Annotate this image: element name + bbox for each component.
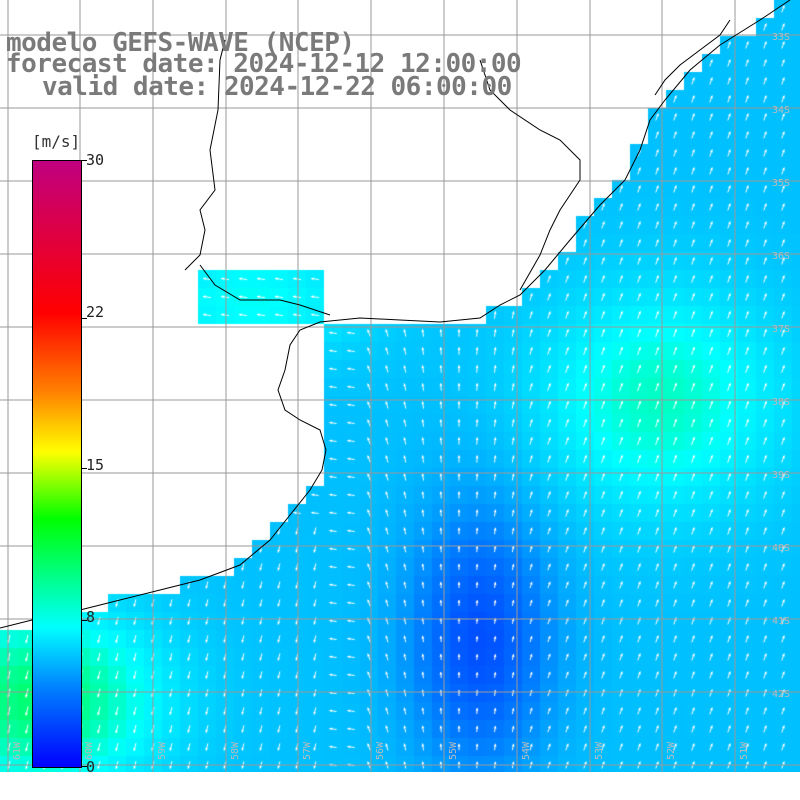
colorbar-tick-label: 8 — [86, 608, 96, 626]
latitude-label: 33S — [772, 32, 790, 43]
latitude-label: 36S — [772, 251, 790, 262]
longitude-label: 58W — [230, 741, 241, 760]
colorbar-tick — [81, 766, 87, 767]
axis-labels: 61W 60W 59W 58W 57W 56W 55W 54W 53W 52W 51W 33S 34S 3… — [12, 32, 790, 760]
colorbar — [32, 160, 82, 768]
longitude-label: 56W — [375, 741, 386, 760]
title-model: modelo GEFS-WAVE (NCEP) — [6, 28, 355, 58]
wind-speed-field — [0, 0, 800, 772]
wind-map: 61W 60W 59W 58W 57W 56W 55W 54W 53W 52W 51W 33S 34S 3… — [0, 0, 800, 772]
longitude-label: 52W — [666, 741, 677, 760]
latitude-label: 42S — [772, 689, 790, 700]
coastline — [0, 0, 791, 629]
latitude-label: 40S — [772, 543, 790, 554]
latitude-label: 35S — [772, 178, 790, 189]
latitude-label: 38S — [772, 397, 790, 408]
lat-lon-grid — [0, 0, 800, 772]
colorbar-tick-label: 15 — [86, 456, 105, 474]
colorbar-tick — [81, 620, 87, 621]
colorbar-units: [m/s] — [32, 132, 81, 151]
colorbar-tick — [81, 318, 87, 319]
longitude-label: 55W — [448, 741, 459, 760]
longitude-label: 59W — [157, 741, 168, 760]
longitude-label: 60W — [84, 741, 95, 760]
longitude-label: 57W — [302, 741, 313, 760]
colorbar-tick — [81, 160, 87, 161]
bottom-margin — [0, 772, 800, 800]
longitude-label: 54W — [521, 741, 532, 760]
colorbar-tick — [81, 468, 87, 469]
colorbar-tick-label: 22 — [86, 303, 105, 321]
colorbar-tick-label: 0 — [86, 758, 96, 772]
coastline-inner — [184, 19, 731, 316]
title-valid-date: valid date: 2024-12-22 06:00:00 — [42, 72, 512, 102]
latitude-label: 39S — [772, 470, 790, 481]
longitude-label: 51W — [739, 741, 750, 760]
latitude-label: 41S — [772, 616, 790, 627]
map-overlay: 61W 60W 59W 58W 57W 56W 55W 54W 53W 52W 51W 33S 34S 3… — [0, 0, 800, 772]
latitude-label: 37S — [772, 324, 790, 335]
title-forecast-date: forecast date: 2024-12-12 12:00:00 — [6, 49, 522, 79]
longitude-label: 61W — [12, 741, 23, 760]
longitude-label: 53W — [594, 741, 605, 760]
colorbar-tick-label: 30 — [86, 151, 105, 169]
latitude-label: 34S — [772, 105, 790, 116]
